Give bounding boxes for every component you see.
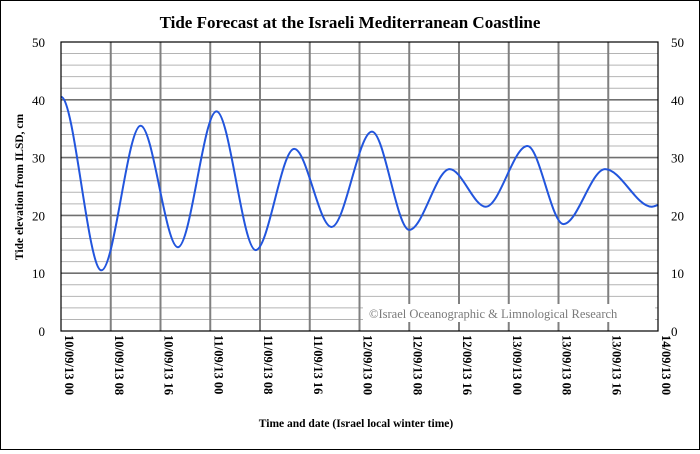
plot-border [60, 41, 659, 332]
x-tick-label: 10/09/13 08 [112, 335, 126, 395]
y-tick-label-right: 50 [671, 35, 684, 50]
x-tick-label: 11/09/13 00 [211, 335, 225, 394]
x-tick-label: 13/09/13 08 [560, 335, 574, 395]
y-tick-label-left: 0 [39, 324, 46, 339]
copyright-annotation: ©Israel Oceanographic & Limnological Res… [369, 307, 618, 321]
x-tick-label: 11/09/13 16 [311, 335, 325, 394]
y-tick-label-left: 20 [32, 208, 45, 223]
x-tick-label: 13/09/13 00 [510, 335, 524, 395]
chart-title: Tide Forecast at the Israeli Mediterrane… [160, 13, 541, 32]
y-tick-label-right: 20 [671, 208, 684, 223]
y-tick-label-left: 40 [32, 93, 45, 108]
annotation-box [363, 304, 655, 322]
y-tick-label-right: 10 [671, 266, 684, 281]
x-tick-label: 13/09/13 16 [609, 335, 623, 395]
y-tick-label-right: 30 [671, 151, 684, 166]
x-axis-label: Time and date (Israel local winter time) [259, 418, 454, 430]
grid [61, 42, 658, 331]
y-tick-label-right: 40 [671, 93, 684, 108]
x-tick-label: 12/09/13 00 [361, 335, 375, 395]
x-tick-label: 14/09/13 00 [659, 335, 673, 395]
y-axis-left: 0 10 20 30 40 50 [32, 35, 45, 339]
y-axis-label: Tide elevation from ILSD, cm [14, 113, 26, 260]
x-tick-label: 12/09/13 08 [410, 335, 424, 395]
y-tick-label-left: 10 [32, 266, 45, 281]
x-tick-label: 10/09/13 16 [162, 335, 176, 395]
y-tick-label-left: 50 [32, 35, 45, 50]
tide-series-line [60, 95, 659, 272]
y-tick-label-left: 30 [32, 151, 45, 166]
y-tick-label-right: 0 [671, 324, 678, 339]
x-tick-label: 10/09/13 00 [62, 335, 76, 395]
y-axis-right: 0 10 20 30 40 50 [671, 35, 684, 339]
x-axis: 10/09/13 00 10/09/13 08 10/09/13 16 11/09/1… [62, 335, 673, 395]
x-tick-label: 12/09/13 16 [460, 335, 474, 395]
x-tick-label: 11/09/13 08 [261, 335, 275, 394]
